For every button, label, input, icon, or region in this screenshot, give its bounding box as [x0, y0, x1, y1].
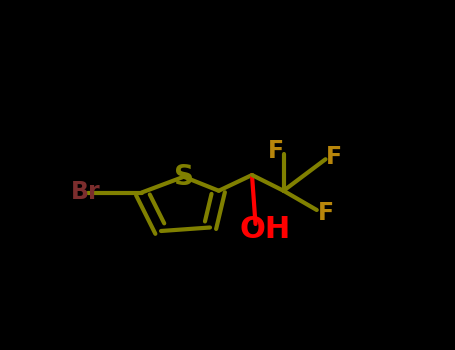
Text: OH: OH — [240, 215, 291, 244]
Text: F: F — [268, 139, 284, 163]
Text: F: F — [326, 146, 342, 169]
Text: S: S — [174, 163, 194, 191]
Text: F: F — [318, 201, 334, 225]
Text: Br: Br — [71, 180, 101, 204]
